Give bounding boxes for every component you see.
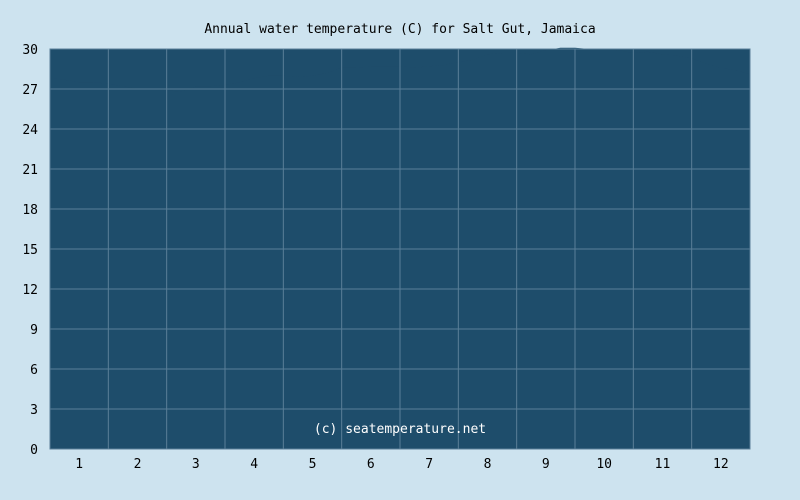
y-tick-label: 18 bbox=[22, 203, 38, 218]
x-axis-ticks: 1 2 3 4 5 6 7 8 9 10 11 12 bbox=[75, 457, 728, 472]
watermark: (c) seatemperature.net bbox=[314, 422, 486, 437]
y-tick-label: 0 bbox=[30, 443, 38, 458]
y-tick-label: 9 bbox=[30, 323, 38, 338]
x-tick-label: 7 bbox=[425, 457, 433, 472]
y-axis-ticks: 0 3 6 9 12 15 18 21 24 27 30 bbox=[22, 43, 38, 458]
y-tick-label: 6 bbox=[30, 363, 38, 378]
x-tick-label: 3 bbox=[192, 457, 200, 472]
x-tick-label: 11 bbox=[655, 457, 671, 472]
chart-title: Annual water temperature (C) for Salt Gu… bbox=[204, 22, 595, 37]
y-tick-label: 21 bbox=[22, 163, 38, 178]
y-tick-label: 3 bbox=[30, 403, 38, 418]
x-tick-label: 12 bbox=[713, 457, 729, 472]
x-tick-label: 1 bbox=[75, 457, 83, 472]
y-tick-label: 30 bbox=[22, 43, 38, 58]
x-tick-label: 4 bbox=[250, 457, 258, 472]
y-tick-label: 27 bbox=[22, 83, 38, 98]
y-tick-label: 24 bbox=[22, 123, 38, 138]
x-tick-label: 9 bbox=[542, 457, 550, 472]
plot-border bbox=[49, 48, 751, 450]
x-tick-label: 8 bbox=[484, 457, 492, 472]
x-tick-label: 5 bbox=[309, 457, 317, 472]
x-tick-label: 10 bbox=[596, 457, 612, 472]
x-tick-label: 2 bbox=[134, 457, 142, 472]
x-tick-label: 6 bbox=[367, 457, 375, 472]
y-tick-label: 15 bbox=[22, 243, 38, 258]
y-tick-label: 12 bbox=[22, 283, 38, 298]
